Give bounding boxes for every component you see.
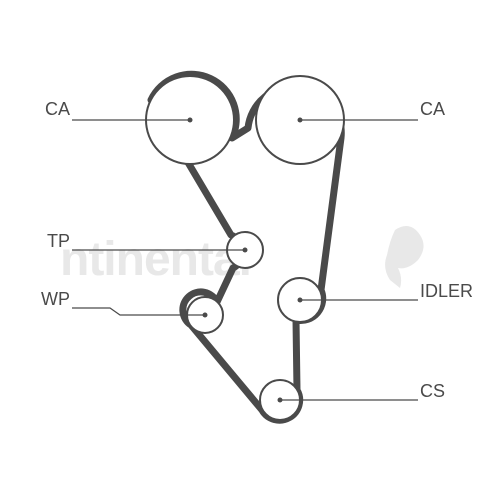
label-tp: TP (47, 231, 70, 251)
label-wp: WP (41, 289, 70, 309)
label-ca-right: CA (420, 99, 445, 119)
belt-diagram: ntinental CA CA TP WP IDLER CS (0, 0, 500, 500)
label-cs: CS (420, 381, 445, 401)
svg-text:ntinental: ntinental (60, 233, 251, 286)
label-ca-left: CA (45, 99, 70, 119)
label-idler: IDLER (420, 281, 473, 301)
